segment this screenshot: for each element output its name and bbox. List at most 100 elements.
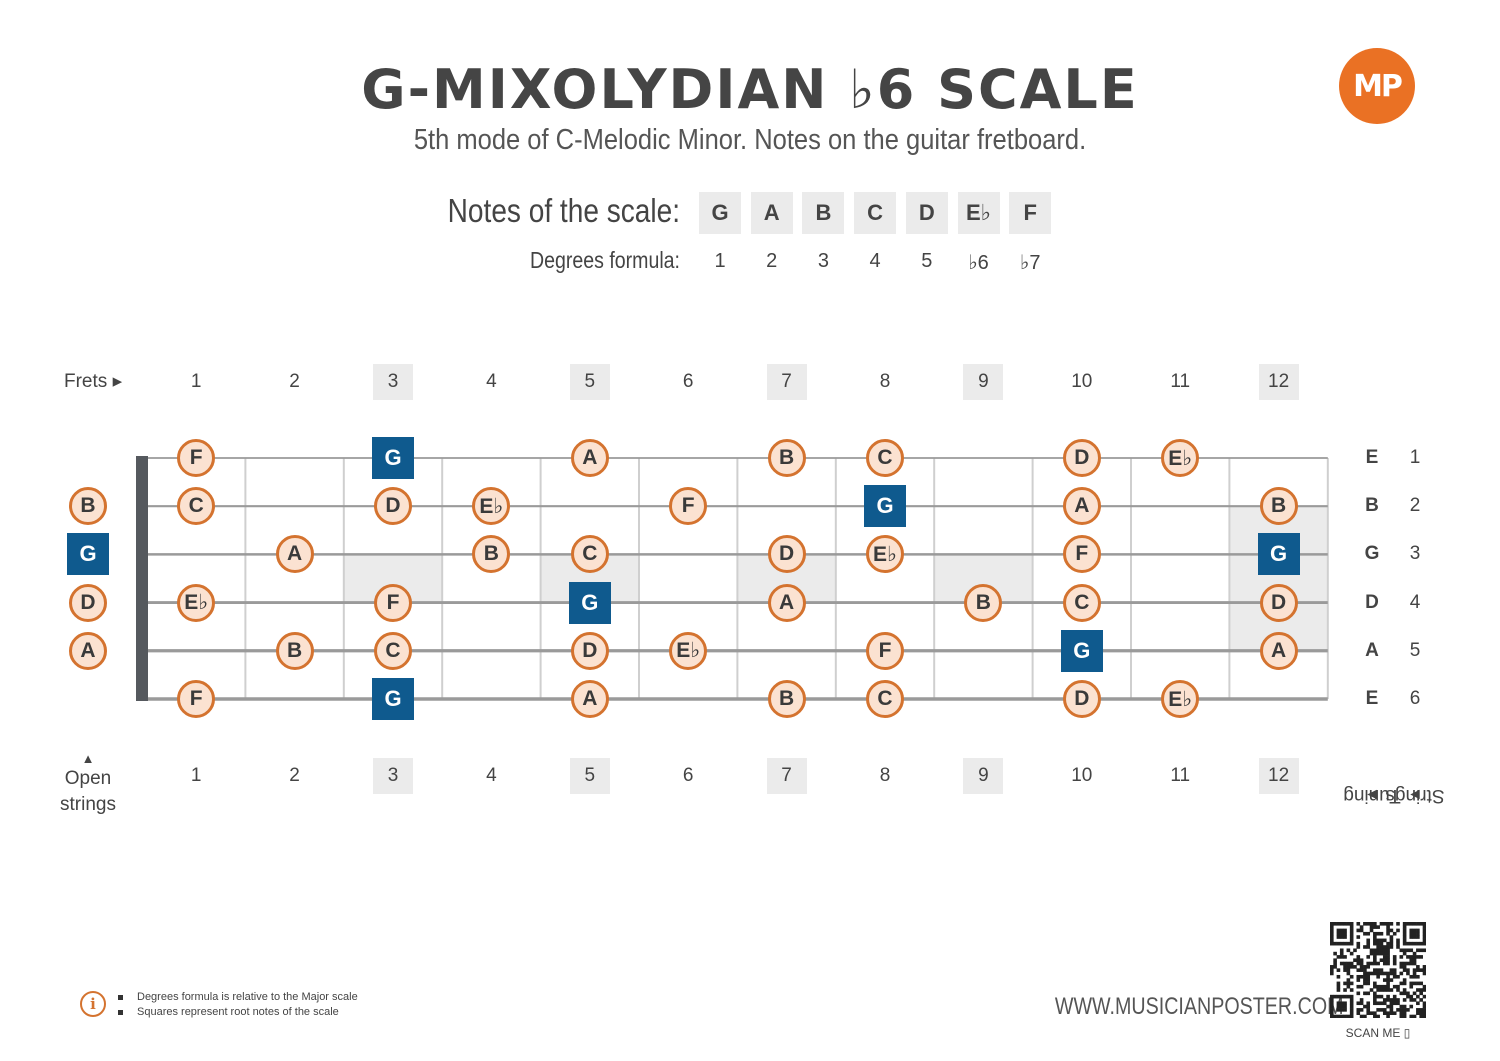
qr-module	[1382, 971, 1387, 976]
qr-module	[1386, 922, 1390, 926]
qr-module	[1382, 961, 1387, 966]
qr-module	[1406, 948, 1410, 953]
qr-module	[1333, 1014, 1337, 1018]
note-circle: E♭	[177, 583, 216, 622]
qr-module	[1336, 922, 1341, 926]
qr-module	[1356, 928, 1361, 933]
frets-label: Frets ▸	[64, 371, 123, 392]
qr-module	[1406, 1008, 1410, 1012]
qr-module	[1343, 994, 1347, 999]
scale-degree: 1	[714, 250, 726, 272]
qr-module	[1353, 948, 1357, 953]
qr-module	[1409, 955, 1414, 959]
qr-module	[1366, 955, 1371, 959]
qr-module	[1409, 928, 1414, 933]
fret-number-bottom: 9	[963, 758, 1004, 794]
qr-module	[1359, 998, 1364, 1002]
qr-module	[1399, 965, 1404, 969]
website-link[interactable]: WWW.MUSICIANPOSTER.COM	[1054, 993, 1344, 1020]
qr-module	[1379, 945, 1384, 949]
qr-module	[1363, 991, 1367, 996]
qr-module	[1339, 935, 1344, 939]
tuning-note: E	[1365, 688, 1379, 709]
qr-module	[1386, 928, 1390, 933]
info-icon: i	[80, 991, 106, 1017]
qr-module	[1402, 1014, 1407, 1018]
qr-module	[1366, 1011, 1371, 1015]
qr-module	[1402, 998, 1407, 1002]
note-circle: D	[1259, 583, 1298, 622]
qr-module	[1412, 941, 1417, 946]
qr-module	[1339, 1004, 1344, 1009]
qr-module	[1416, 955, 1420, 959]
qr-module	[1389, 945, 1394, 949]
qr-module	[1373, 958, 1377, 963]
qr-module	[1366, 974, 1371, 979]
qr-module	[1409, 974, 1414, 979]
note-circle: D	[69, 583, 107, 622]
qr-module	[1399, 991, 1404, 996]
qr-module	[1336, 1014, 1341, 1018]
qr-module	[1349, 961, 1354, 966]
qr-module	[1346, 948, 1351, 953]
qr-code[interactable]	[1330, 922, 1426, 1018]
qr-module	[1422, 1001, 1426, 1006]
qr-module	[1363, 1004, 1367, 1009]
qr-module	[1373, 935, 1377, 939]
qr-module	[1389, 928, 1394, 933]
qr-module	[1406, 994, 1410, 999]
qr-module	[1396, 941, 1400, 946]
qr-module	[1330, 1004, 1334, 1009]
qr-module	[1343, 931, 1347, 936]
string-number: 4	[1409, 591, 1421, 613]
fret-number-bottom: 7	[766, 758, 807, 794]
qr-module	[1419, 1008, 1423, 1012]
qr-module	[1379, 968, 1384, 972]
qr-module	[1330, 941, 1334, 946]
qr-module	[1339, 994, 1344, 999]
scale-note-box: C	[854, 192, 897, 234]
qr-module	[1416, 974, 1420, 979]
qr-module	[1402, 951, 1407, 956]
qr-module	[1359, 961, 1364, 966]
note-circle: E♭	[1161, 680, 1200, 718]
qr-module	[1339, 961, 1344, 966]
qr-module	[1366, 938, 1371, 943]
qr-module	[1399, 955, 1404, 959]
scale-note-box: E♭	[957, 192, 1000, 234]
qr-module	[1376, 931, 1380, 936]
qr-module	[1392, 1001, 1397, 1006]
qr-module	[1406, 961, 1410, 966]
qr-module	[1349, 981, 1354, 986]
note-circle: B	[275, 631, 314, 670]
scale-degree: ♭7	[1019, 252, 1041, 274]
qr-module	[1330, 968, 1334, 972]
qr-module	[1389, 988, 1394, 992]
fret-number-top: 9	[963, 364, 1004, 400]
qr-module	[1419, 1011, 1423, 1015]
qr-module	[1333, 951, 1337, 956]
qr-module	[1369, 988, 1374, 992]
qr-module	[1386, 971, 1390, 976]
qr-module	[1379, 958, 1384, 963]
right-arrow-icon: ▸	[1367, 784, 1377, 806]
qr-module	[1349, 935, 1354, 939]
qr-module	[1386, 1004, 1390, 1009]
qr-module	[1399, 1008, 1404, 1012]
tuning-note: G	[1364, 543, 1380, 565]
scale-degree: 3	[817, 250, 829, 272]
qr-module	[1422, 965, 1426, 969]
root-note-square: G	[372, 437, 414, 479]
qr-module	[1386, 994, 1390, 999]
qr-module	[1353, 958, 1357, 963]
info-line-squares: Squares represent root notes of the scal…	[118, 1006, 339, 1018]
qr-module	[1353, 965, 1357, 969]
note-circle: C	[866, 439, 904, 477]
fret-marker-area	[1229, 506, 1328, 651]
note-circle: E♭	[866, 535, 904, 574]
qr-module	[1330, 928, 1334, 933]
qr-module	[1409, 958, 1414, 963]
qr-module	[1412, 971, 1417, 976]
qr-module	[1402, 935, 1407, 939]
root-note-square: G	[1060, 629, 1103, 672]
